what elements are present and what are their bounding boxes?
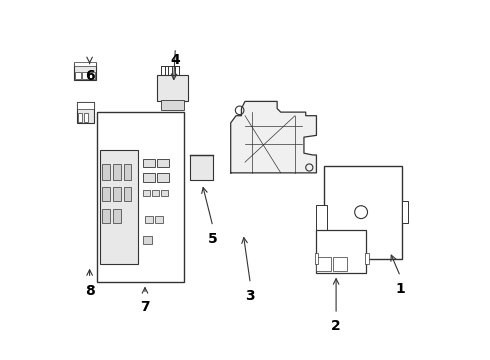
Text: 8: 8 — [85, 284, 95, 298]
Bar — [123, 164, 131, 180]
Text: 2: 2 — [331, 319, 341, 333]
Polygon shape — [231, 102, 317, 173]
Bar — [143, 158, 155, 167]
Bar — [97, 112, 184, 282]
Bar — [315, 253, 318, 264]
Bar — [402, 202, 408, 223]
Bar — [317, 230, 367, 273]
Bar — [77, 102, 94, 123]
Text: 7: 7 — [140, 300, 150, 314]
Bar — [102, 187, 110, 202]
Bar — [333, 257, 347, 271]
Bar — [113, 164, 121, 180]
Bar — [102, 208, 110, 223]
Bar — [190, 155, 213, 180]
Bar — [100, 150, 138, 264]
Text: 1: 1 — [395, 282, 405, 296]
Bar — [317, 257, 331, 271]
Bar — [157, 173, 169, 182]
Bar — [161, 190, 168, 196]
Bar — [75, 72, 81, 79]
Bar — [82, 72, 88, 79]
Bar — [123, 187, 131, 202]
Bar — [365, 253, 368, 264]
Bar — [143, 173, 155, 182]
Text: 6: 6 — [85, 69, 95, 84]
Bar — [323, 166, 402, 258]
Bar — [74, 62, 97, 66]
Bar — [143, 190, 150, 196]
Bar — [113, 208, 121, 223]
Bar — [77, 102, 94, 109]
Text: 5: 5 — [208, 232, 218, 246]
Bar — [161, 100, 184, 111]
Bar — [74, 63, 97, 80]
Bar — [84, 113, 88, 122]
Bar — [113, 187, 121, 202]
Bar — [317, 205, 327, 248]
Bar — [152, 190, 159, 196]
Bar — [155, 216, 163, 223]
Text: 4: 4 — [171, 53, 180, 67]
Bar — [143, 237, 152, 244]
Bar — [102, 164, 110, 180]
Bar — [157, 75, 188, 102]
Bar — [157, 158, 169, 167]
Bar — [78, 113, 82, 122]
Bar — [89, 72, 95, 79]
Bar — [145, 216, 153, 223]
Text: 3: 3 — [245, 289, 255, 303]
